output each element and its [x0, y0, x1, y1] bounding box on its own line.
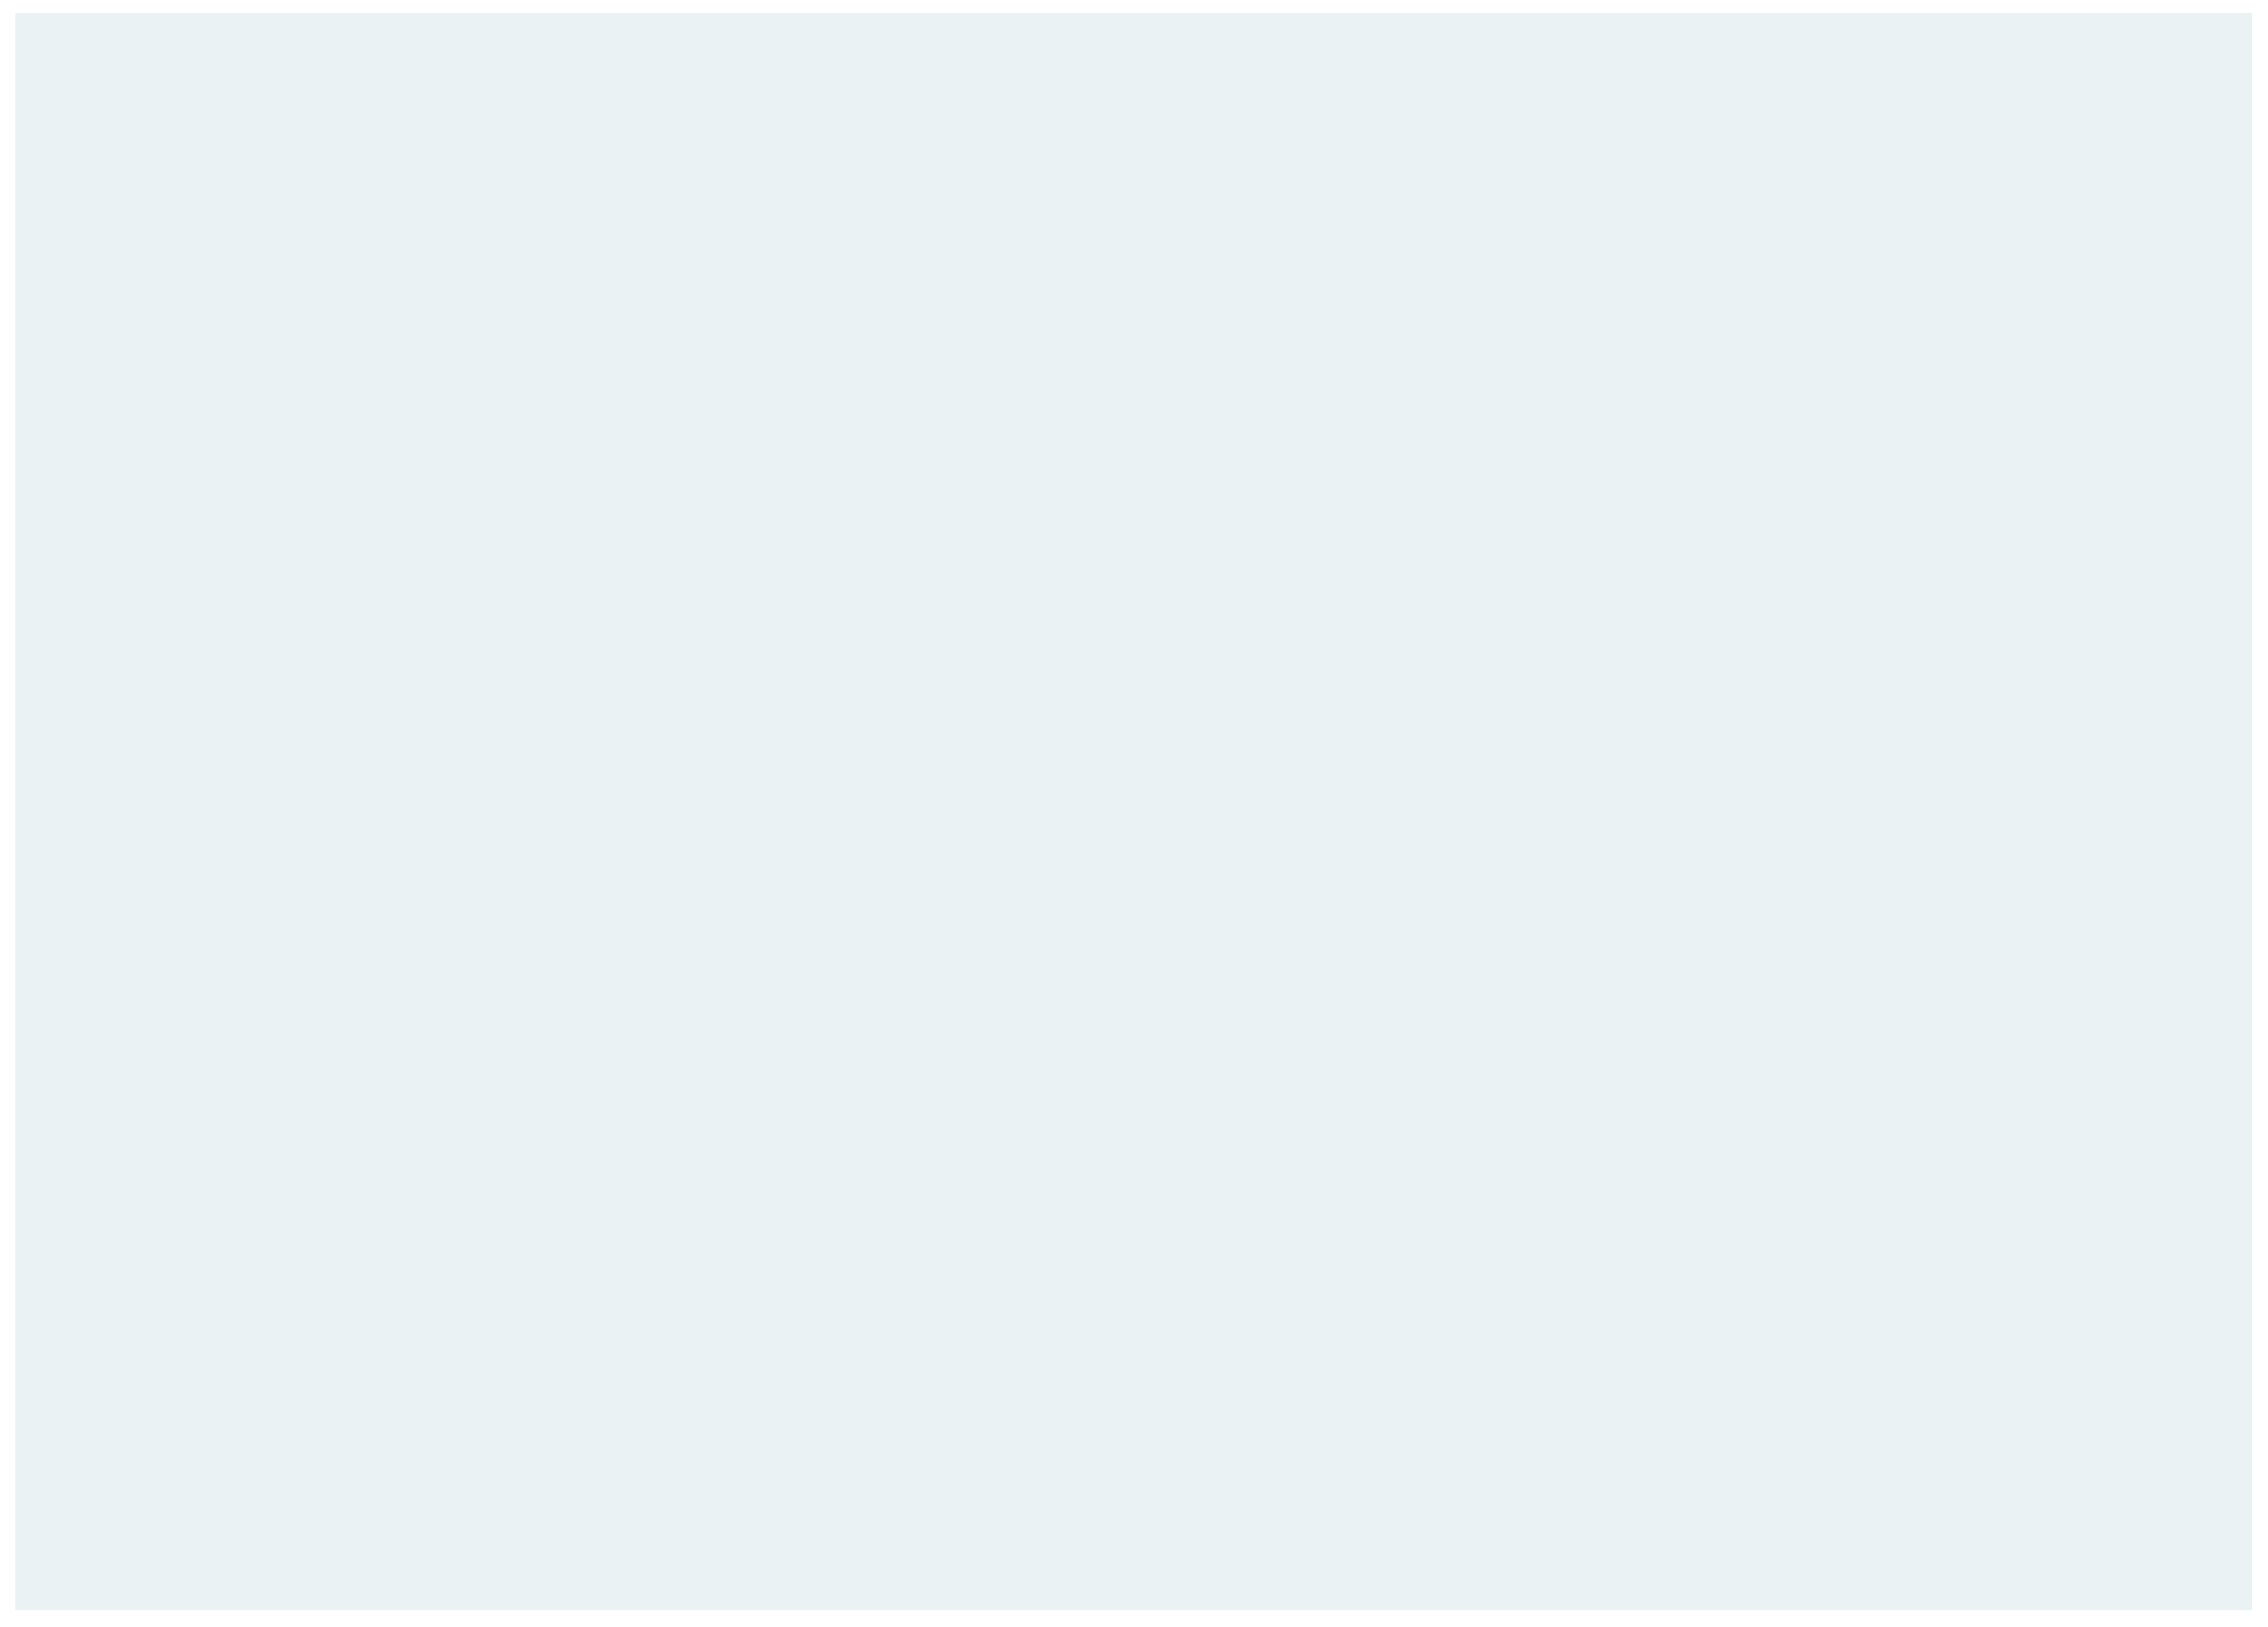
figure-background: [15, 13, 2252, 1610]
panel-FTO: [18, 17, 571, 530]
